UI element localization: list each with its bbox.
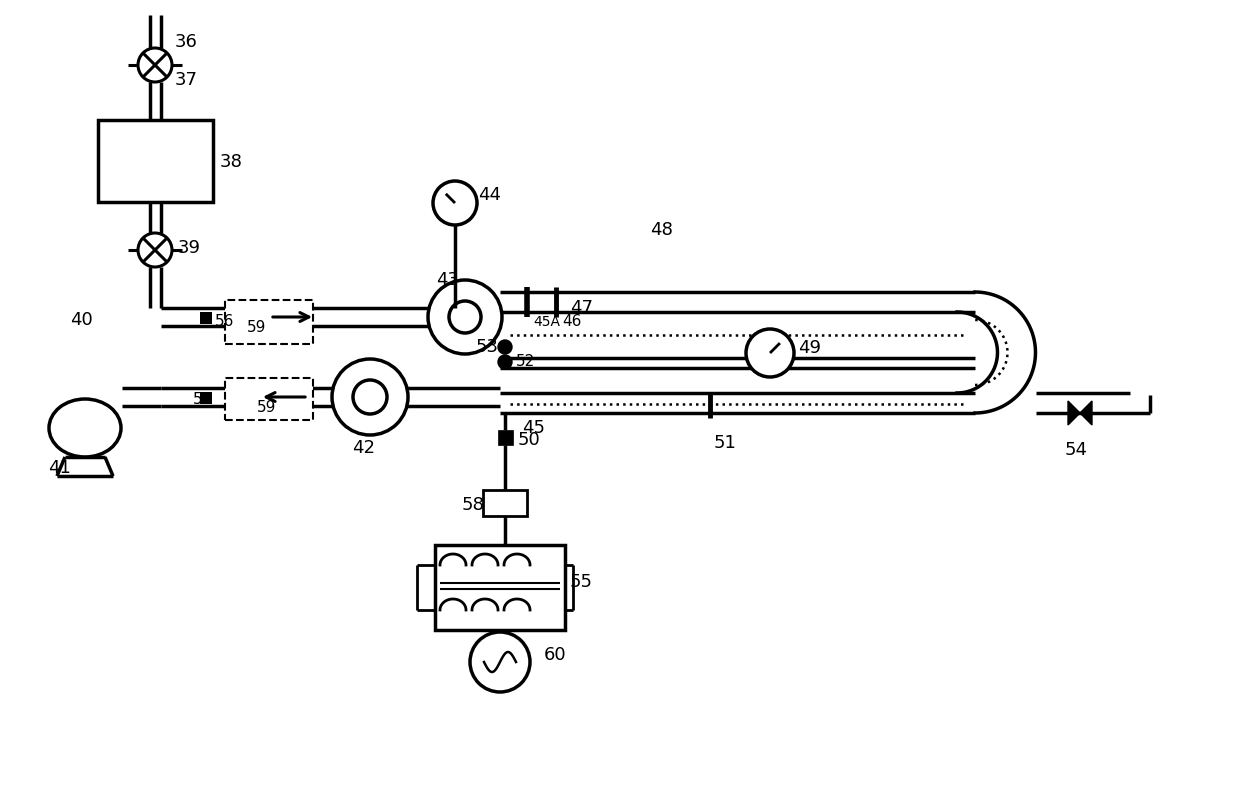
Text: 48: 48 <box>650 221 673 239</box>
Bar <box>200 392 212 404</box>
Text: 39: 39 <box>179 239 201 257</box>
Bar <box>224 300 312 344</box>
Text: 45A: 45A <box>533 315 560 329</box>
Text: 57: 57 <box>193 392 212 407</box>
Polygon shape <box>1068 401 1080 425</box>
Text: 59: 59 <box>247 319 267 334</box>
Text: 36: 36 <box>175 33 198 51</box>
Bar <box>98 120 213 202</box>
Text: 40: 40 <box>69 311 93 329</box>
Text: 54: 54 <box>1065 441 1087 459</box>
Text: 46: 46 <box>562 314 582 330</box>
Text: 58: 58 <box>463 496 485 514</box>
Text: 45: 45 <box>522 419 546 437</box>
Text: 60: 60 <box>544 646 567 664</box>
Text: 44: 44 <box>477 186 501 204</box>
Text: 53: 53 <box>476 338 498 356</box>
Circle shape <box>498 340 512 354</box>
Text: 56: 56 <box>215 314 234 329</box>
Bar <box>498 430 513 445</box>
Bar <box>200 312 212 324</box>
Text: 55: 55 <box>570 573 593 591</box>
Text: 52: 52 <box>516 354 536 369</box>
Circle shape <box>353 380 387 414</box>
Text: 43: 43 <box>436 271 459 289</box>
Text: 50: 50 <box>518 431 541 449</box>
Circle shape <box>498 355 512 369</box>
Bar <box>484 490 527 516</box>
Text: 38: 38 <box>219 153 243 171</box>
Text: 51: 51 <box>714 434 737 452</box>
Text: 59: 59 <box>257 399 277 414</box>
Circle shape <box>332 359 408 435</box>
Circle shape <box>746 329 794 377</box>
Text: 42: 42 <box>352 439 374 457</box>
Text: 41: 41 <box>48 459 71 477</box>
Ellipse shape <box>50 399 122 457</box>
Text: 37: 37 <box>175 71 198 89</box>
Circle shape <box>428 280 502 354</box>
Circle shape <box>138 48 172 82</box>
Circle shape <box>449 301 481 333</box>
Text: 49: 49 <box>799 339 821 357</box>
Circle shape <box>433 181 477 225</box>
Text: 47: 47 <box>570 299 593 317</box>
Circle shape <box>470 632 529 692</box>
Bar <box>224 378 312 420</box>
Bar <box>435 545 565 630</box>
Circle shape <box>138 233 172 267</box>
Polygon shape <box>1080 401 1092 425</box>
